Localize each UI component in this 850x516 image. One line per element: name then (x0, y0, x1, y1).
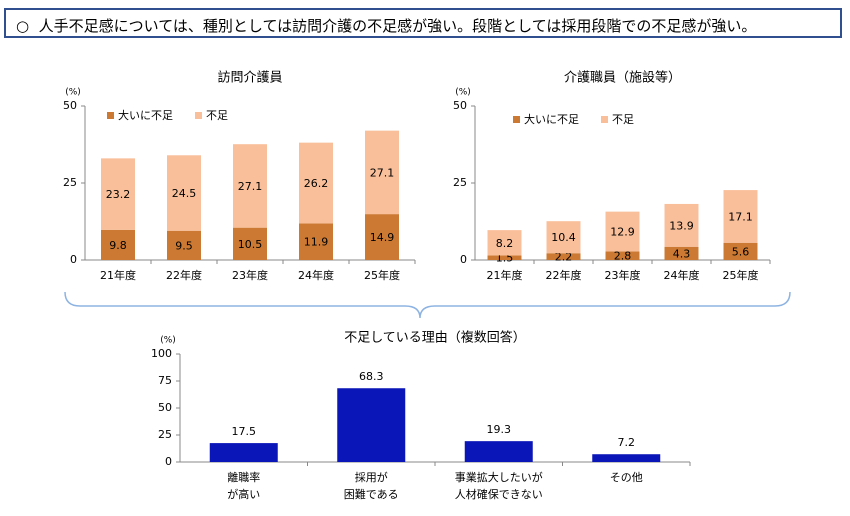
chart2-bar-segment (487, 230, 522, 256)
headline: ○ 人手不足感については、種別としては訪問介護の不足感が強い。段階としては採用段… (16, 15, 756, 36)
chart1-title: 訪問介護員 (217, 70, 282, 86)
chart1-bar-segment (299, 142, 333, 224)
chart3-x-tick-label: が高い (227, 487, 260, 501)
chart2-bar-segment (487, 255, 522, 260)
chart3-y-tick-label: 25 (158, 428, 172, 441)
chart1-data-label: 11.9 (304, 236, 329, 249)
chart1-bar-segment (233, 227, 267, 260)
chart1-x-tick-label: 24年度 (298, 268, 334, 282)
chart2-bar-segment (723, 242, 758, 260)
chart1-data-label: 9.8 (109, 239, 127, 252)
chart2-legend-swatch (513, 116, 520, 123)
chart2-data-label: 2.2 (555, 251, 573, 264)
chart2-data-label: 10.4 (551, 231, 576, 244)
chart3-bar (464, 441, 533, 462)
chart2-bar-segment (546, 221, 581, 254)
chart2-x-tick-label: 23年度 (605, 268, 641, 282)
chart1-x-tick-label: 22年度 (166, 268, 202, 282)
chart3-data-label: 17.5 (232, 425, 257, 438)
chart1-data-label: 14.9 (370, 231, 395, 244)
chart1-y-tick-label: 25 (63, 176, 77, 189)
headline-marker: ○ (16, 17, 30, 35)
chart2-legend-swatch (601, 116, 608, 123)
chart1-unit-label: (%) (65, 88, 81, 98)
chart1-data-label: 10.5 (238, 238, 263, 251)
chart1-bar-segment (167, 230, 201, 260)
chart1-legend-label: 大いに不足 (118, 108, 173, 122)
chart3-bar (209, 443, 278, 462)
chart3-y-tick-label: 100 (151, 347, 172, 360)
chart1-y-tick-label: 50 (63, 99, 77, 112)
chart3-x-tick-label: 離職率 (227, 470, 260, 484)
chart3-x-tick-label: その他 (610, 471, 643, 484)
chart2-title: 介護職員（施設等） (564, 70, 681, 86)
chart1-data-label: 27.1 (238, 180, 263, 193)
chart2-data-label: 12.9 (610, 226, 635, 239)
chart3-x-tick-label: 事業拡大したいが (455, 470, 543, 484)
chart2-bar-segment (605, 211, 640, 252)
chart1-legend-swatch (107, 112, 114, 119)
chart2-x-tick-label: 22年度 (546, 268, 582, 282)
chart3-data-label: 19.3 (487, 423, 512, 436)
chart2-y-tick-label: 25 (453, 176, 467, 189)
chart1-y-tick-label: 0 (70, 253, 77, 266)
chart2-x-tick-label: 25年度 (723, 268, 759, 282)
chart1-bar-segment (167, 155, 201, 231)
chart3-y-tick-label: 75 (158, 374, 172, 387)
chart1-legend-swatch (195, 112, 202, 119)
chart1-data-label: 9.5 (175, 239, 193, 252)
chart2-data-label: 2.8 (614, 250, 632, 263)
connector-brace (64, 291, 791, 319)
chart2-bar-segment (664, 203, 699, 247)
chart2-data-label: 13.9 (669, 219, 694, 232)
chart3-bar (337, 388, 406, 462)
chart2-legend-label: 不足 (612, 113, 634, 126)
chart1-bar-segment (101, 229, 135, 260)
chart3-unit-label: (%) (160, 336, 176, 346)
chart2-y-tick-label: 0 (460, 253, 467, 266)
chart2-x-tick-label: 21年度 (487, 268, 523, 282)
chart3-data-label: 68.3 (359, 370, 384, 383)
chart3-bar (592, 454, 661, 462)
chart1-legend-label: 不足 (206, 109, 228, 122)
chart3-x-tick-label: 採用が (355, 470, 388, 484)
chart1-x-tick-label: 23年度 (232, 268, 268, 282)
chart1-data-label: 27.1 (370, 166, 395, 179)
chart3-x-tick-label: 人材確保できない (455, 487, 543, 501)
chart2-bar-segment (605, 251, 640, 260)
chart3-x-tick-label: 困難である (344, 488, 399, 501)
chart2-bar-segment (546, 253, 581, 260)
chart3-y-tick-label: 0 (165, 455, 172, 468)
chart2-bar-segment (664, 246, 699, 260)
chart2-y-tick-label: 50 (453, 99, 467, 112)
chart1-data-label: 23.2 (106, 188, 131, 201)
chart1-bar-segment (299, 223, 333, 260)
chart1-bar-segment (365, 130, 399, 215)
chart1-data-label: 26.2 (304, 177, 329, 190)
headline-text: 人手不足感については、種別としては訪問介護の不足感が強い。段階としては採用段階で… (38, 17, 757, 35)
chart2-data-label: 5.6 (732, 245, 750, 258)
chart1-x-tick-label: 21年度 (100, 268, 136, 282)
chart2-data-label: 8.2 (496, 237, 514, 250)
chart2-legend-label: 大いに不足 (524, 112, 579, 126)
headline-box: ○ 人手不足感については、種別としては訪問介護の不足感が強い。段階としては採用段… (4, 8, 842, 38)
chart1-bar-segment (101, 158, 135, 230)
chart3-y-tick-label: 50 (158, 401, 172, 414)
chart2-x-tick-label: 24年度 (664, 268, 700, 282)
chart3-data-label: 7.2 (618, 436, 636, 449)
chart1-x-tick-label: 25年度 (364, 268, 400, 282)
chart2-bar-segment (723, 190, 758, 243)
chart2-data-label: 17.1 (728, 210, 753, 223)
chart2-unit-label: (%) (455, 88, 471, 98)
chart3-title: 不足している理由（複数回答） (344, 330, 526, 346)
chart2-data-label: 4.3 (673, 247, 691, 260)
chart1-data-label: 24.5 (172, 187, 197, 200)
chart1-bar-segment (365, 214, 399, 260)
chart1-bar-segment (233, 144, 267, 228)
